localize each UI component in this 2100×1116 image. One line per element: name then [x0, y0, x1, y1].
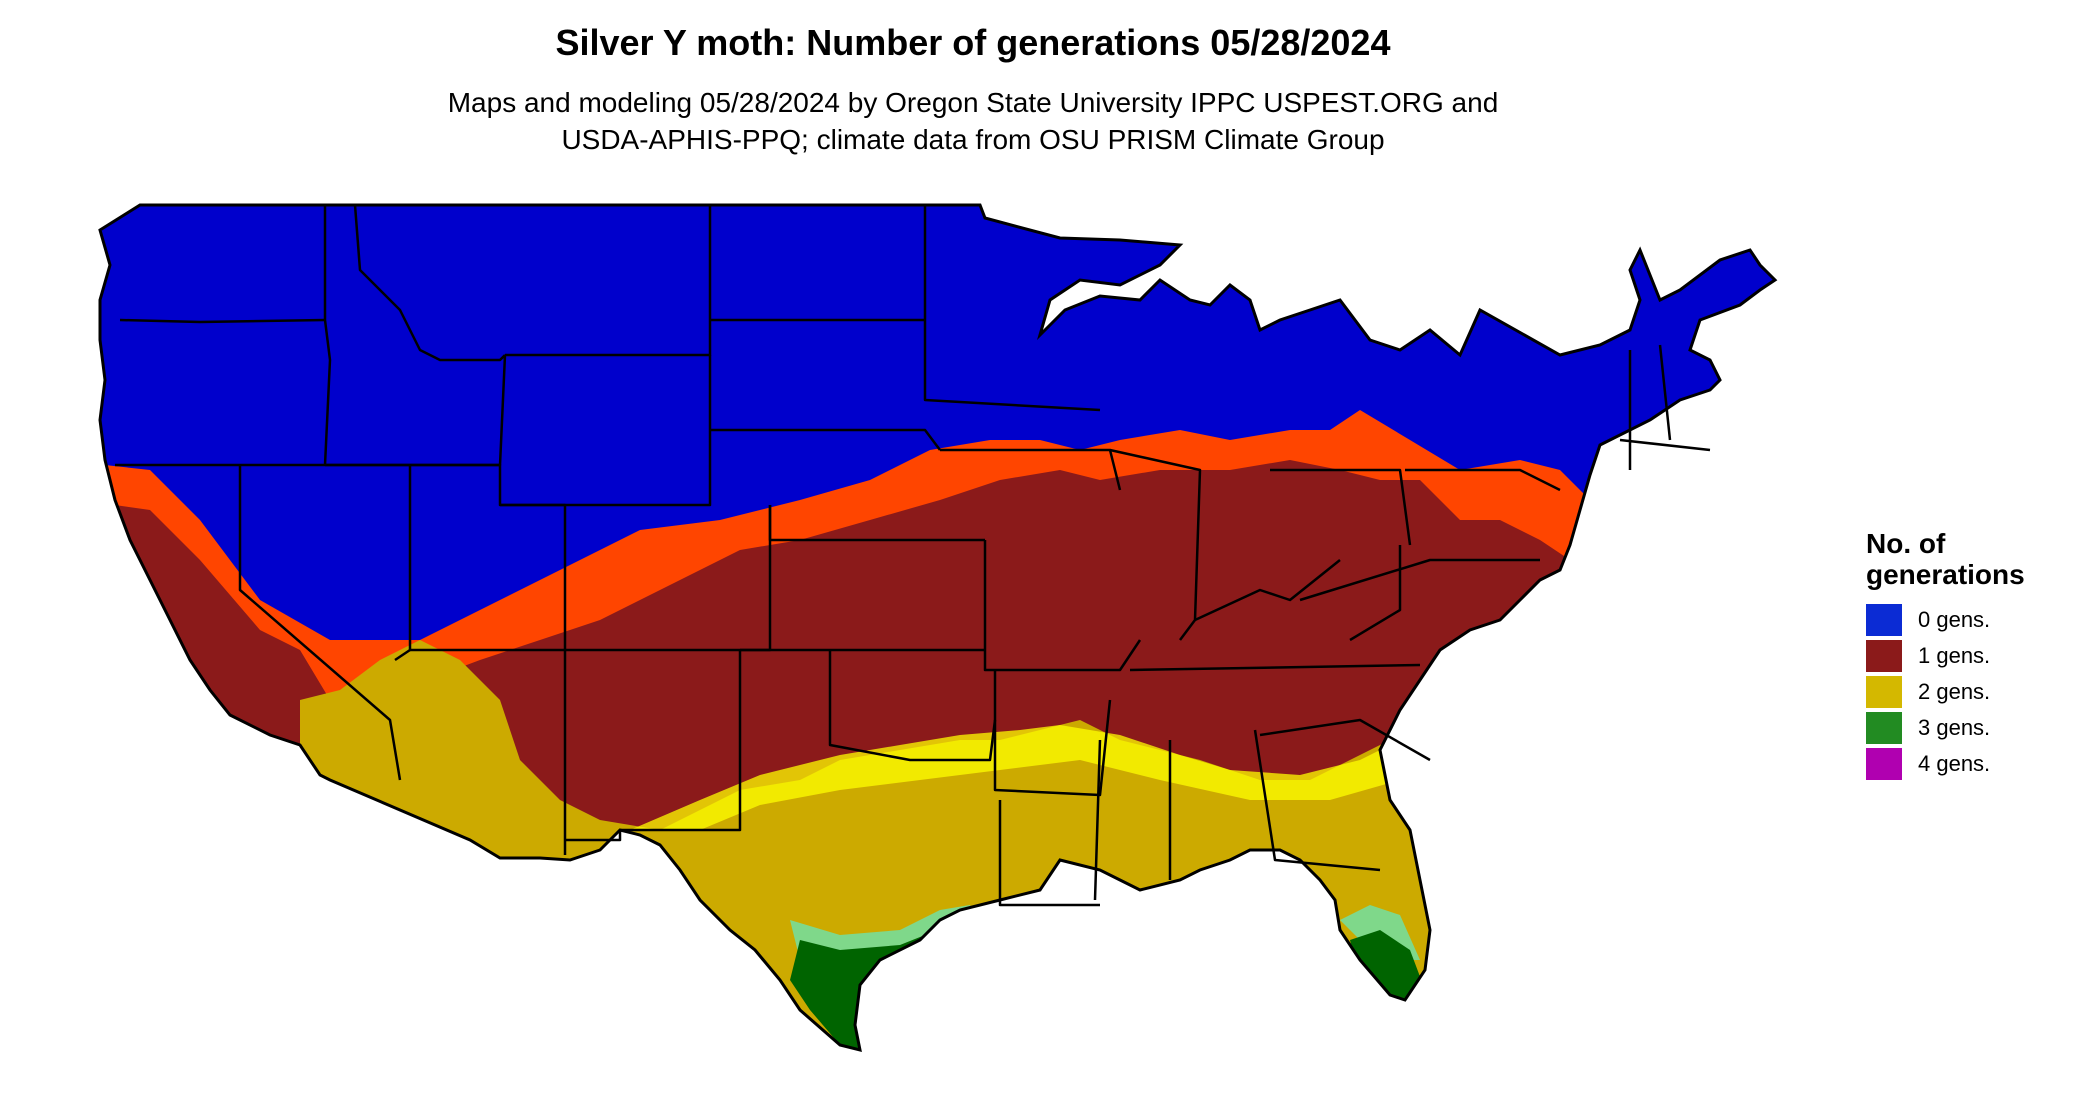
border-il-in	[1109, 448, 1202, 641]
border-va	[1299, 558, 1540, 602]
border-wy-co	[500, 355, 712, 507]
border-ny-pa	[1405, 468, 1561, 492]
legend: No. of generations 0 gens. 1 gens. 2 gen…	[1866, 528, 2025, 782]
region-three-gens	[790, 925, 1425, 1050]
legend-title: No. of generations	[1866, 528, 2025, 590]
border-sd-ne	[710, 428, 941, 451]
border-ga	[1253, 729, 1381, 872]
border-oh-pa	[1270, 468, 1412, 546]
region-two-gens-light	[630, 710, 1530, 830]
legend-item-1-gens: 1 gens.	[1866, 638, 2025, 674]
state-borders	[115, 204, 1711, 907]
border-ky-in	[1194, 559, 1341, 622]
legend-label: 4 gens.	[1918, 751, 1991, 776]
region-four-gens	[870, 1020, 1430, 1050]
border-ms	[1093, 739, 1102, 901]
legend-title-line-2: generations	[1866, 559, 2025, 590]
border-ca-nv	[238, 465, 402, 781]
map-title: Silver Y moth: Number of generations 05/…	[555, 22, 1391, 63]
generations-map	[98, 203, 1778, 1053]
legend-swatch	[1866, 748, 1902, 780]
border-wv	[1349, 545, 1402, 642]
legend-item-4-gens: 4 gens.	[1866, 746, 2025, 782]
legend-item-0-gens: 0 gens.	[1866, 602, 2025, 638]
legend-swatch	[1866, 712, 1902, 744]
border-tn-ky	[1129, 663, 1421, 672]
legend-swatch	[1866, 676, 1902, 708]
border-ok-tx	[828, 650, 997, 762]
border-ne-ks	[768, 505, 985, 542]
legend-swatch	[1866, 640, 1902, 672]
border-la	[998, 800, 1100, 907]
border-new-england	[1619, 344, 1711, 470]
legend-label: 1 gens.	[1918, 643, 1991, 668]
border-mo	[983, 540, 1142, 672]
legend-item-2-gens: 2 gens.	[1866, 674, 2025, 710]
border-wa-or	[119, 318, 326, 324]
legend-swatch	[1866, 604, 1902, 636]
border-nc-sc	[1259, 718, 1431, 762]
border-mn	[923, 205, 1101, 412]
border-or-id	[323, 319, 332, 466]
subtitle-line-1: Maps and modeling 05/28/2024 by Oregon S…	[447, 87, 1499, 118]
border-nm-tx	[565, 650, 742, 842]
legend-item-3-gens: 3 gens.	[1866, 710, 2025, 746]
legend-items: 0 gens. 1 gens. 2 gens. 3 gens. 4 gens.	[1866, 602, 2025, 782]
us-outline	[98, 203, 1778, 1053]
legend-label: 0 gens.	[1918, 607, 1991, 632]
border-id-mt	[353, 204, 506, 362]
legend-label: 3 gens.	[1918, 715, 1991, 740]
legend-title-line-1: No. of	[1866, 528, 1946, 559]
border-ar	[993, 670, 1112, 797]
map-subtitle: Maps and modeling 05/28/2024 by Oregon S…	[0, 84, 1946, 158]
subtitle-line-2: USDA-APHIS-PPQ; climate data from OSU PR…	[561, 124, 1385, 155]
legend-label: 2 gens.	[1918, 679, 1991, 704]
